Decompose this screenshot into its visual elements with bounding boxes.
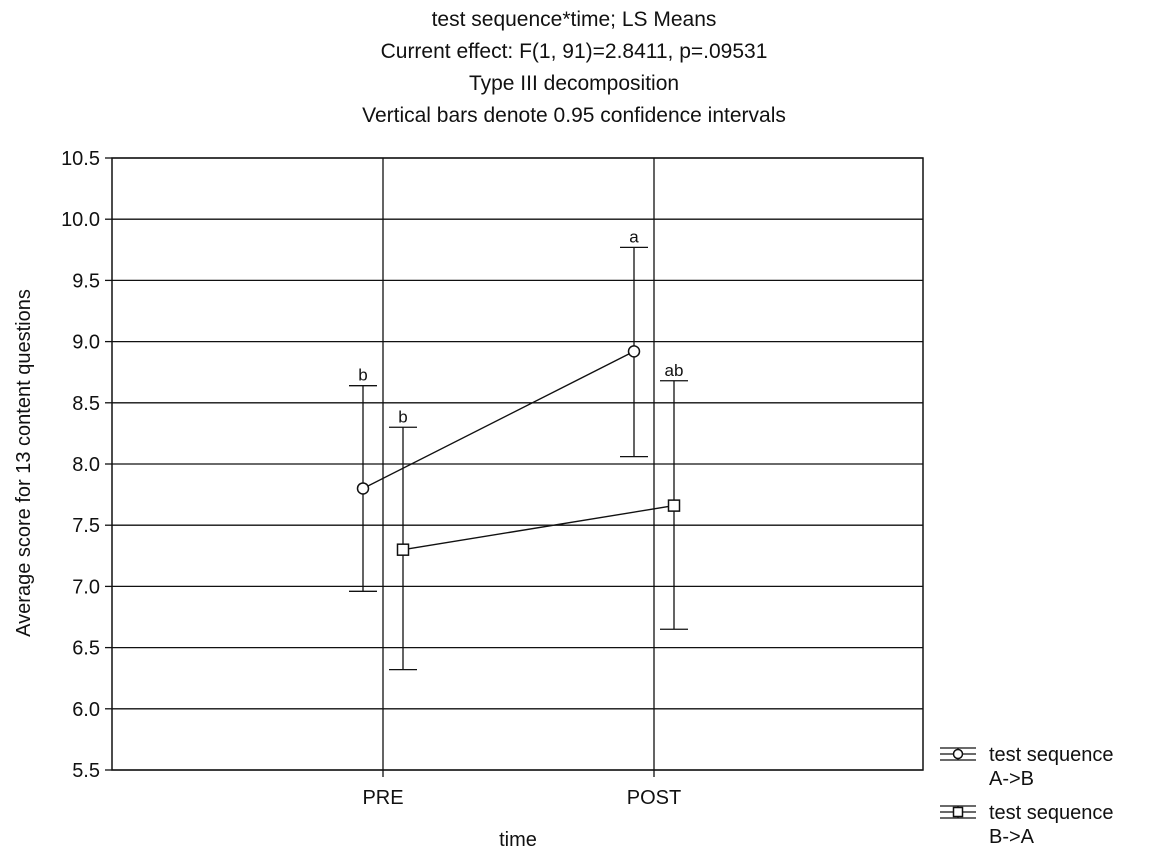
- grid: [105, 157, 923, 777]
- y-tick-label: 7.0: [72, 576, 100, 598]
- legend-label: A->B: [989, 768, 1034, 790]
- data-point-square: [667, 499, 681, 512]
- significance-label: a: [629, 227, 639, 246]
- series-line: [362, 350, 635, 490]
- plot-frame: [111, 157, 924, 771]
- chart-titles: test sequence*time; LS Means Current eff…: [362, 8, 786, 127]
- y-tick-label: 9.5: [72, 270, 100, 292]
- significance-label: b: [358, 366, 367, 385]
- y-tick-label: 9.0: [72, 332, 100, 354]
- y-tick-label: 10.5: [61, 148, 100, 170]
- y-axis-label: Average score for 13 content questions: [13, 289, 35, 637]
- legend-label: test sequence: [989, 744, 1114, 766]
- y-tick-labels: 10.5 10.0 9.5 9.0 8.5 8.0 7.5 7.0 6.5 6.0 5.5: [61, 148, 100, 782]
- y-tick-label: 6.5: [72, 638, 100, 660]
- chart-title-line-3: Type III decomposition: [469, 72, 679, 95]
- x-axis-label: time: [499, 829, 537, 851]
- y-tick-label: 6.0: [72, 699, 100, 721]
- data-point-circle: [356, 482, 370, 495]
- y-tick-label: 8.0: [72, 454, 100, 476]
- legend-label: test sequence: [989, 802, 1114, 824]
- significance-label: b: [398, 407, 407, 426]
- data-point-circle: [952, 748, 964, 760]
- x-tick-label: PRE: [362, 787, 403, 809]
- x-tick-label: POST: [627, 787, 681, 809]
- chart-title-line-1: test sequence*time; LS Means: [432, 8, 717, 31]
- data-point-square: [396, 543, 410, 556]
- y-tick-label: 8.5: [72, 393, 100, 415]
- legend-label: B->A: [989, 826, 1035, 848]
- significance-label: ab: [665, 361, 684, 380]
- data-point-square: [952, 806, 964, 818]
- series-2: b ab: [389, 361, 688, 671]
- data-point-circle: [627, 345, 641, 358]
- series-line: [402, 504, 675, 551]
- y-tick-label: 10.0: [61, 209, 100, 231]
- y-tick-label: 7.5: [72, 515, 100, 537]
- y-tick-label: 5.5: [72, 760, 100, 782]
- series-1: ba: [349, 227, 648, 592]
- chart-title-line-4: Vertical bars denote 0.95 confidence int…: [362, 104, 786, 127]
- chart-title-line-2: Current effect: F(1, 91)=2.8411, p=.0953…: [381, 40, 768, 63]
- x-tick-labels: PRE POST: [362, 787, 681, 809]
